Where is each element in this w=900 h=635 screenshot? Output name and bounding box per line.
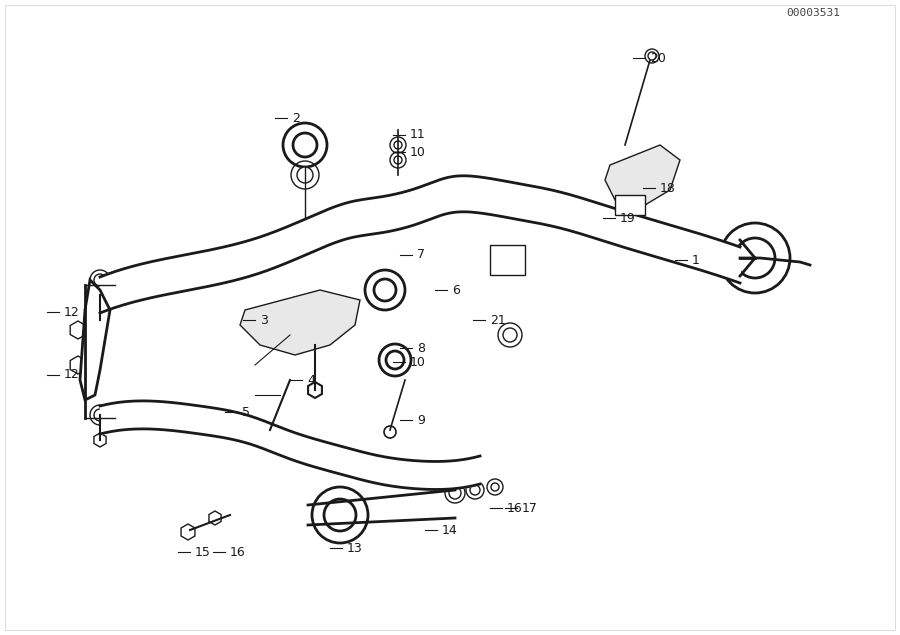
Text: 10: 10 xyxy=(410,356,426,368)
Text: 13: 13 xyxy=(347,542,363,554)
Circle shape xyxy=(735,238,775,278)
Circle shape xyxy=(324,499,356,531)
Text: 00003531: 00003531 xyxy=(786,8,840,18)
Text: 12: 12 xyxy=(64,305,80,319)
Circle shape xyxy=(470,485,480,495)
Text: 16: 16 xyxy=(507,502,523,514)
Text: 2: 2 xyxy=(292,112,300,124)
Polygon shape xyxy=(240,290,360,355)
Circle shape xyxy=(394,141,402,149)
Circle shape xyxy=(449,487,461,499)
Text: 6: 6 xyxy=(452,283,460,297)
Text: 5: 5 xyxy=(242,406,250,418)
Text: 8: 8 xyxy=(417,342,425,354)
Text: 11: 11 xyxy=(410,128,426,142)
Text: 4: 4 xyxy=(307,373,315,387)
Text: 20: 20 xyxy=(650,51,666,65)
Text: 12: 12 xyxy=(64,368,80,382)
Circle shape xyxy=(94,409,106,421)
Circle shape xyxy=(94,274,106,286)
Text: 15: 15 xyxy=(195,545,211,559)
Circle shape xyxy=(491,483,499,491)
Text: 9: 9 xyxy=(417,413,425,427)
Text: 19: 19 xyxy=(620,211,635,225)
Text: 21: 21 xyxy=(490,314,506,326)
Circle shape xyxy=(293,133,317,157)
Circle shape xyxy=(297,167,313,183)
Text: 18: 18 xyxy=(660,182,676,194)
Text: 10: 10 xyxy=(410,145,426,159)
Circle shape xyxy=(394,156,402,164)
Text: 7: 7 xyxy=(417,248,425,262)
Text: 16: 16 xyxy=(230,545,246,559)
Circle shape xyxy=(386,351,404,369)
Circle shape xyxy=(648,52,656,60)
Polygon shape xyxy=(80,280,110,400)
Circle shape xyxy=(276,316,284,324)
Text: 17: 17 xyxy=(522,502,538,514)
Bar xyxy=(615,195,645,215)
Text: 3: 3 xyxy=(260,314,268,326)
Polygon shape xyxy=(605,145,680,205)
Circle shape xyxy=(316,311,324,319)
Circle shape xyxy=(374,279,396,301)
Circle shape xyxy=(384,426,396,438)
Bar xyxy=(490,245,525,275)
Text: 1: 1 xyxy=(692,253,700,267)
Text: 14: 14 xyxy=(442,523,458,537)
Circle shape xyxy=(503,328,517,342)
